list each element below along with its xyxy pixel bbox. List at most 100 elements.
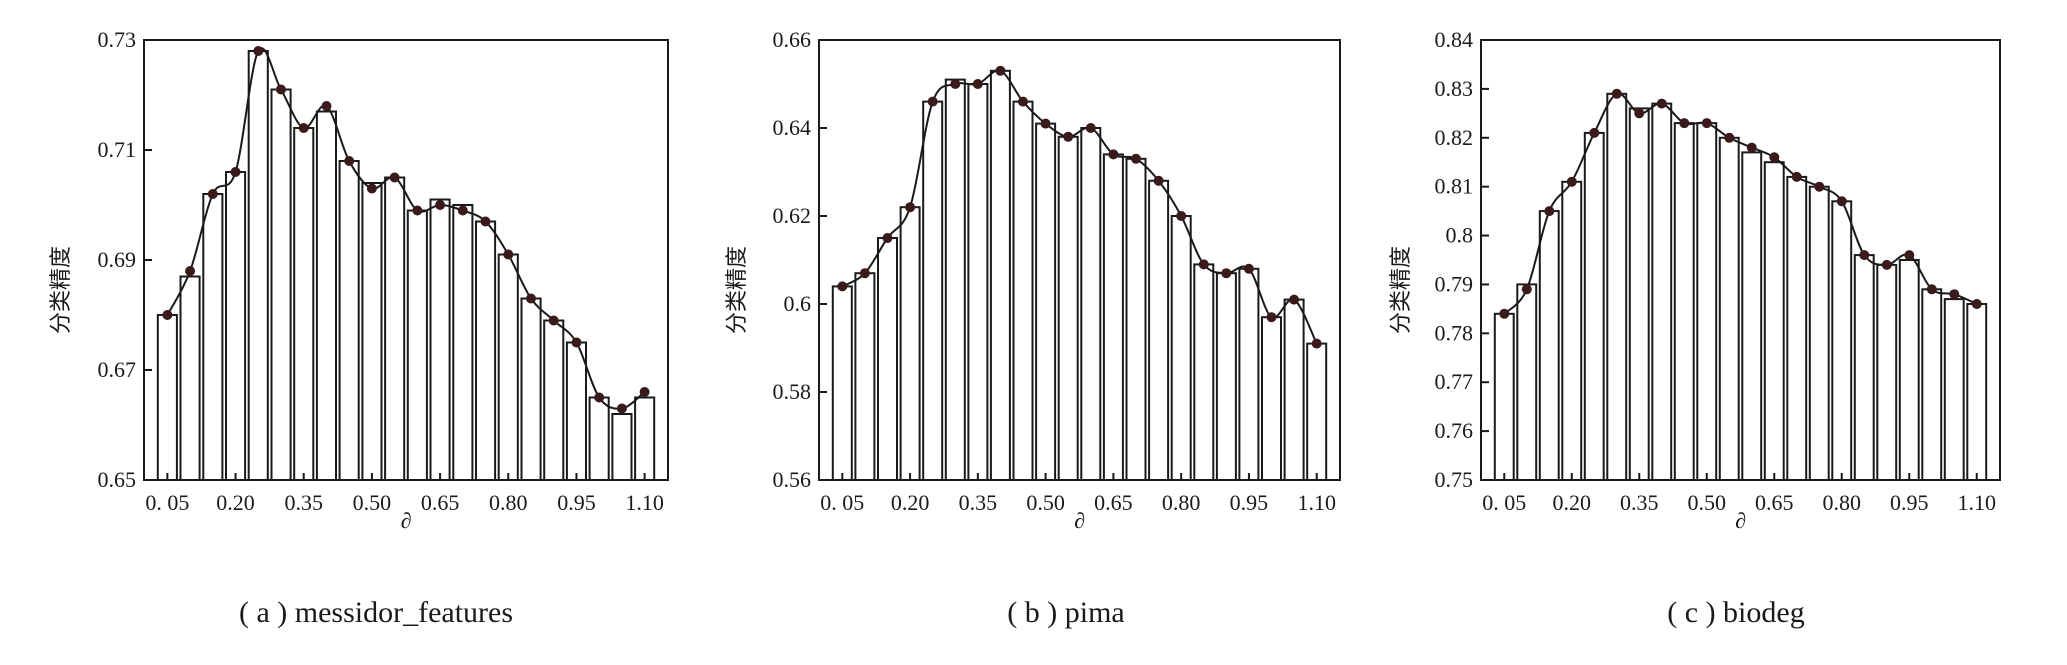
data-point [276,84,286,95]
data-point [1085,123,1096,133]
data-point [412,205,423,216]
data-point [1018,96,1028,107]
bar [202,193,224,481]
bar [1561,180,1583,482]
data-point [298,123,309,133]
bar [634,396,656,481]
y-axis-label: 分类精度 [725,246,750,334]
bar [1628,107,1650,482]
x-tick-label: 0.65 [1755,490,1794,515]
bar [1057,135,1079,482]
bar [565,341,588,481]
y-tick-label: 0.82 [1435,125,1474,150]
bar [1283,298,1305,481]
bar [1831,200,1853,482]
data-point [1926,284,1937,295]
data-point [571,337,582,348]
bar [611,413,633,481]
data-point [1221,268,1232,279]
data-point [344,156,355,166]
plot-frame [1480,39,2001,481]
data-point [594,392,605,403]
bar [1493,312,1515,481]
bar [1966,303,1988,481]
bar [989,69,1011,482]
data-point [1153,175,1164,186]
bar [452,204,474,481]
y-tick-label: 0.64 [773,115,812,140]
bar [1125,157,1147,482]
bar [1786,175,1808,481]
x-tick-label: 1.10 [625,490,664,515]
bar [1808,185,1830,481]
data-point [185,266,196,276]
x-axis-label: ∂ [401,508,412,533]
x-tick-label: 0.50 [353,490,392,515]
data-point [1859,250,1870,261]
x-tick-label: 0.95 [1230,490,1269,515]
data-point [1971,299,1982,309]
bar [1763,161,1785,481]
bar [922,100,944,481]
bar [1080,127,1102,481]
y-tick-label: 0.8 [1446,223,1474,248]
bar [588,396,610,481]
bar [1261,316,1282,482]
x-tick-label: 0.65 [1094,490,1133,515]
bar [1102,153,1124,481]
x-tick-label: 0. 05 [820,490,864,515]
data-point [1611,88,1622,99]
chart-panel-1: 0.65 0.67 0.69 0.71 0.73 0. 05 0.20 0.35 0.50 0.6… [49,27,669,629]
data-point [389,172,400,183]
data-point [882,233,893,243]
bar [1583,131,1605,481]
data-point [1131,153,1141,164]
data-point [1746,142,1757,153]
bar [225,171,247,481]
data-point [366,183,377,194]
data-point [253,46,264,56]
data-point [1289,294,1300,305]
y-tick-label: 0.76 [1435,418,1474,443]
bar [1651,102,1673,481]
trend-line [841,69,1318,345]
bar [1306,342,1328,481]
data-point [1589,127,1600,138]
x-tick-label: 0.50 [1026,490,1065,515]
data-point [1679,118,1690,129]
bar [854,272,876,482]
data-point [1814,181,1825,192]
chart-panel-3: 0.75 0.76 0.77 0.78 0.79 0.8 0.81 0.82 0.83 0.84 0… [1389,27,2001,629]
y-tick-label: 0.79 [1435,271,1474,296]
data-point [1544,206,1555,217]
data-point [1243,263,1254,274]
y-tick-label: 0.81 [1435,174,1474,199]
x-tick-label: 0.35 [1620,490,1659,515]
data-point [905,202,916,213]
data-point [995,65,1006,76]
x-tick-label: 0.50 [1688,490,1727,515]
x-tick-label: 1.10 [1958,490,1997,515]
bar [831,285,853,481]
bar [247,50,269,481]
bar [475,220,497,481]
data-point [1904,250,1915,261]
bar [1921,288,1943,481]
chart-panel-2: 0.56 0.58 0.6 0.62 0.64 0.66 0. 05 0.20 0.35 0.50… [725,27,1341,629]
chart-caption: ( c ) biodeg [1667,596,1804,629]
data-point [1063,131,1074,142]
data-point [207,189,218,199]
bar [338,160,360,481]
bar [179,275,201,481]
x-tick-label: 0. 05 [1482,490,1526,515]
data-point [503,249,514,260]
plot-frame [818,39,1341,481]
bar [1718,136,1740,482]
bar [1193,263,1215,481]
bar [361,182,383,481]
x-tick-label: 0.65 [421,490,460,515]
bar [1148,179,1170,482]
data-point [1634,108,1645,119]
data-point [639,387,650,397]
data-point [1499,308,1510,319]
